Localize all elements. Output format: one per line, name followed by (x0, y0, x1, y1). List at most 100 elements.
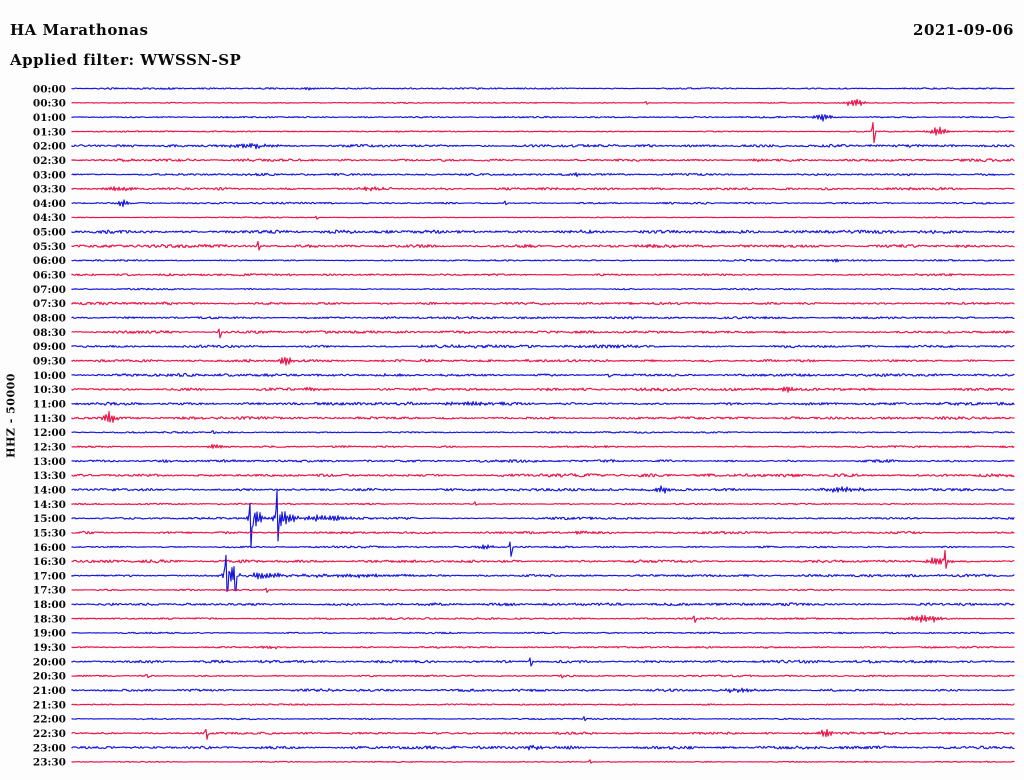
trace-row-23:30[interactable] (71, 759, 1015, 764)
trace-row-01:00[interactable] (71, 114, 1015, 122)
trace-row-21:00[interactable] (71, 687, 1015, 694)
time-label-18:30: 18:30 (33, 613, 66, 625)
trace-row-21:30[interactable] (71, 703, 1015, 706)
time-label-19:30: 19:30 (33, 642, 66, 654)
trace-row-07:00[interactable] (71, 287, 1015, 291)
trace-row-17:00[interactable] (71, 554, 1015, 593)
trace-row-02:00[interactable] (71, 143, 1015, 150)
trace-row-19:00[interactable] (71, 631, 1015, 635)
time-label-08:30: 08:30 (33, 327, 66, 339)
time-label-13:00: 13:00 (33, 456, 66, 468)
time-label-05:00: 05:00 (33, 227, 66, 239)
time-label-09:00: 09:00 (33, 341, 66, 353)
time-label-04:00: 04:00 (33, 198, 66, 210)
trace-row-17:30[interactable] (71, 587, 1015, 593)
time-label-15:30: 15:30 (33, 527, 66, 539)
trace-row-18:00[interactable] (71, 602, 1015, 607)
time-label-15:00: 15:00 (33, 513, 66, 525)
time-label-05:30: 05:30 (33, 241, 66, 253)
time-label-09:30: 09:30 (33, 356, 66, 368)
time-label-10:00: 10:00 (33, 370, 66, 382)
trace-row-20:00[interactable] (71, 657, 1015, 667)
trace-row-10:30[interactable] (71, 386, 1015, 393)
time-label-03:00: 03:00 (33, 169, 66, 181)
trace-row-08:00[interactable] (71, 316, 1015, 320)
time-label-12:00: 12:00 (33, 427, 66, 439)
trace-row-03:30[interactable] (71, 186, 1015, 192)
applied-filter-label: Applied filter: WWSSN-SP (10, 51, 242, 69)
time-label-17:30: 17:30 (33, 585, 66, 597)
trace-row-22:30[interactable] (71, 728, 1015, 740)
time-label-06:00: 06:00 (33, 255, 66, 267)
time-label-03:30: 03:30 (33, 184, 66, 196)
time-label-00:30: 00:30 (33, 98, 66, 110)
station-name: HA Marathonas (10, 21, 149, 39)
trace-row-06:00[interactable] (71, 258, 1015, 263)
time-label-16:30: 16:30 (33, 556, 66, 568)
trace-row-15:00[interactable] (71, 489, 1015, 548)
trace-row-11:00[interactable] (71, 401, 1015, 406)
time-label-18:00: 18:00 (33, 599, 66, 611)
time-label-17:00: 17:00 (33, 570, 66, 582)
trace-row-04:30[interactable] (71, 215, 1015, 220)
time-label-10:30: 10:30 (33, 384, 66, 396)
trace-row-02:30[interactable] (71, 158, 1015, 163)
time-label-16:00: 16:00 (33, 542, 66, 554)
trace-row-11:30[interactable] (71, 410, 1015, 423)
time-label-22:30: 22:30 (33, 728, 66, 740)
time-label-23:00: 23:00 (33, 742, 66, 754)
time-label-06:30: 06:30 (33, 270, 66, 282)
trace-row-10:00[interactable] (71, 372, 1015, 378)
date-label: 2021-09-06 (913, 21, 1014, 39)
trace-row-00:00[interactable] (71, 87, 1015, 91)
time-label-11:00: 11:00 (33, 399, 66, 411)
time-label-13:30: 13:30 (33, 470, 66, 482)
time-label-23:30: 23:30 (33, 757, 66, 769)
trace-row-00:30[interactable] (71, 98, 1015, 107)
trace-row-16:00[interactable] (71, 541, 1015, 557)
trace-row-06:30[interactable] (71, 273, 1015, 277)
trace-row-12:00[interactable] (71, 430, 1015, 435)
trace-row-01:30[interactable] (71, 122, 1015, 144)
time-label-20:00: 20:00 (33, 656, 66, 668)
time-label-21:00: 21:00 (33, 685, 66, 697)
time-label-07:30: 07:30 (33, 298, 66, 310)
time-label-21:30: 21:30 (33, 699, 66, 711)
trace-row-16:30[interactable] (71, 549, 1015, 569)
trace-row-05:00[interactable] (71, 229, 1015, 235)
trace-row-22:00[interactable] (71, 716, 1015, 722)
trace-row-07:30[interactable] (71, 301, 1015, 306)
trace-row-13:00[interactable] (71, 459, 1015, 463)
time-label-07:00: 07:00 (33, 284, 66, 296)
trace-row-09:30[interactable] (71, 356, 1015, 366)
trace-row-18:30[interactable] (71, 614, 1015, 623)
trace-row-03:00[interactable] (71, 172, 1015, 178)
trace-row-04:00[interactable] (71, 199, 1015, 208)
trace-row-09:00[interactable] (71, 344, 1015, 349)
time-label-02:30: 02:30 (33, 155, 66, 167)
time-label-22:00: 22:00 (33, 714, 66, 726)
trace-row-19:30[interactable] (71, 645, 1015, 650)
trace-row-05:30[interactable] (71, 240, 1015, 251)
time-label-11:30: 11:30 (33, 413, 66, 425)
time-label-08:00: 08:00 (33, 313, 66, 325)
trace-row-14:00[interactable] (71, 485, 1015, 494)
time-label-14:00: 14:00 (33, 485, 66, 497)
trace-row-12:30[interactable] (71, 443, 1015, 449)
time-label-19:00: 19:00 (33, 628, 66, 640)
trace-row-08:30[interactable] (71, 328, 1015, 339)
time-label-00:00: 00:00 (33, 83, 66, 95)
trace-row-15:30[interactable] (71, 530, 1015, 535)
trace-row-23:00[interactable] (71, 744, 1015, 751)
trace-row-14:30[interactable] (71, 501, 1015, 506)
time-label-02:00: 02:00 (33, 141, 66, 153)
time-label-01:30: 01:30 (33, 126, 66, 138)
time-label-20:30: 20:30 (33, 671, 66, 683)
time-label-04:30: 04:30 (33, 212, 66, 224)
trace-row-13:30[interactable] (71, 473, 1015, 478)
trace-row-20:30[interactable] (71, 673, 1015, 679)
time-label-12:30: 12:30 (33, 442, 66, 454)
time-label-01:00: 01:00 (33, 112, 66, 124)
